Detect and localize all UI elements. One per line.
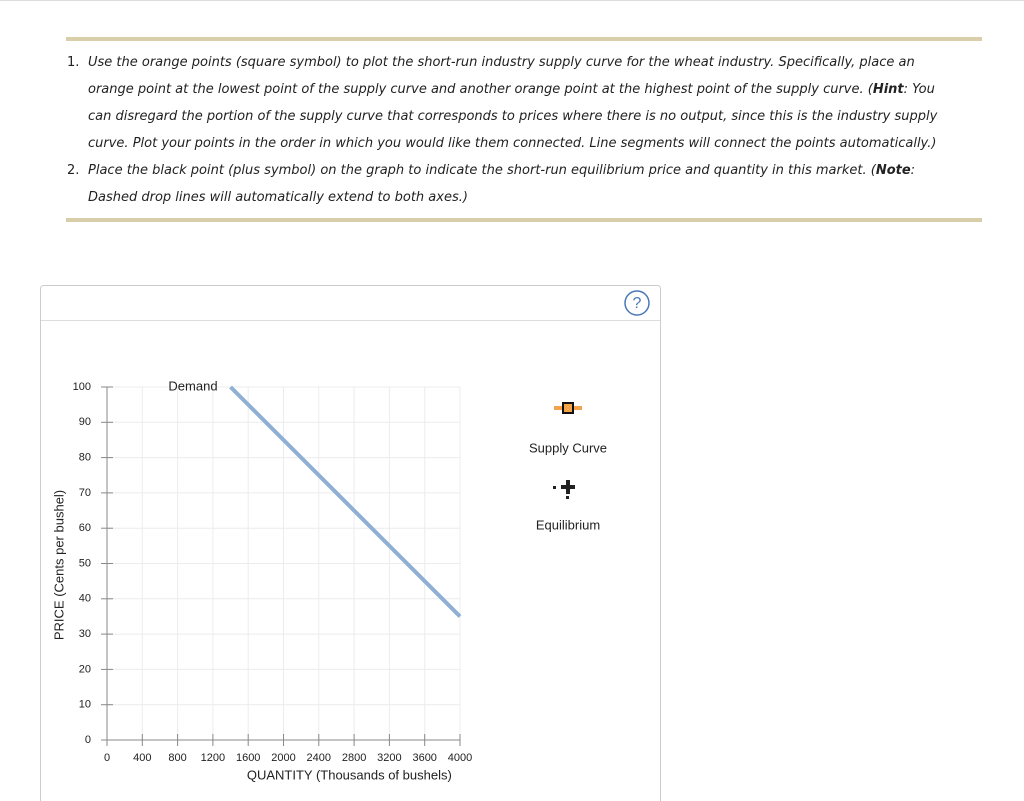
drop-dot bbox=[566, 496, 569, 499]
y-tick-label: 70 bbox=[79, 487, 91, 499]
x-tick-label: 2000 bbox=[271, 752, 295, 764]
x-tick-label: 800 bbox=[168, 752, 186, 764]
divider bbox=[66, 37, 982, 41]
y-tick-label: 80 bbox=[79, 452, 91, 464]
x-tick-label: 3600 bbox=[412, 752, 436, 764]
item-number: 1. bbox=[67, 55, 80, 70]
help-icon[interactable]: ? bbox=[633, 295, 642, 312]
y-tick-label: 90 bbox=[79, 416, 91, 428]
equilibrium-tool bbox=[561, 480, 575, 494]
text-run: Use the orange points (square symbol) to… bbox=[88, 55, 915, 97]
text-run: Place the black point (plus symbol) on t… bbox=[88, 163, 876, 178]
x-axis-label: QUANTITY (Thousands of bushels) bbox=[247, 767, 452, 782]
x-tick-label: 2400 bbox=[307, 752, 331, 764]
x-tick-label: 4000 bbox=[448, 752, 472, 764]
item-text: Use the orange points (square symbol) to… bbox=[88, 49, 962, 157]
tool-label: Equilibrium bbox=[536, 517, 600, 532]
item-number: 2. bbox=[67, 163, 80, 178]
demand-line bbox=[229, 385, 462, 618]
instructions: 1. Use the orange points (square symbol) … bbox=[67, 49, 962, 211]
y-tick-label: 60 bbox=[79, 522, 91, 534]
y-tick-label: 0 bbox=[85, 734, 91, 746]
text-run: : Dashed drop lines will automatically e… bbox=[88, 163, 916, 205]
y-tick-label: 100 bbox=[73, 381, 91, 393]
series-label: Demand bbox=[168, 378, 217, 393]
x-tick-label: 1200 bbox=[201, 752, 225, 764]
x-tick-label: 400 bbox=[133, 752, 151, 764]
drop-dot bbox=[553, 486, 556, 489]
emphasis: Note bbox=[875, 163, 911, 178]
y-tick-label: 10 bbox=[79, 699, 91, 711]
instruction-item: 1. Use the orange points (square symbol) … bbox=[67, 49, 962, 157]
emphasis: Hint bbox=[872, 82, 904, 97]
y-tick-label: 40 bbox=[79, 593, 91, 605]
instruction-item: 2. Place the black point (plus symbol) on… bbox=[67, 157, 962, 211]
x-tick-label: 1600 bbox=[236, 752, 260, 764]
help-button[interactable] bbox=[624, 290, 650, 316]
x-tick-label: 2800 bbox=[342, 752, 366, 764]
divider bbox=[66, 218, 982, 222]
y-axis-label: PRICE (Cents per bushel) bbox=[51, 490, 66, 640]
tool-label: Supply Curve bbox=[529, 440, 607, 455]
y-tick-label: 50 bbox=[79, 557, 91, 569]
text-run: : You can disregard the portion of the s… bbox=[88, 82, 938, 151]
graph-panel bbox=[40, 285, 661, 801]
x-tick-label: 3200 bbox=[377, 752, 401, 764]
y-tick-label: 30 bbox=[79, 628, 91, 640]
y-tick-label: 20 bbox=[79, 663, 91, 675]
x-tick-label: 0 bbox=[104, 752, 110, 764]
supply-tool bbox=[562, 402, 574, 414]
item-text: Place the black point (plus symbol) on t… bbox=[88, 157, 962, 211]
